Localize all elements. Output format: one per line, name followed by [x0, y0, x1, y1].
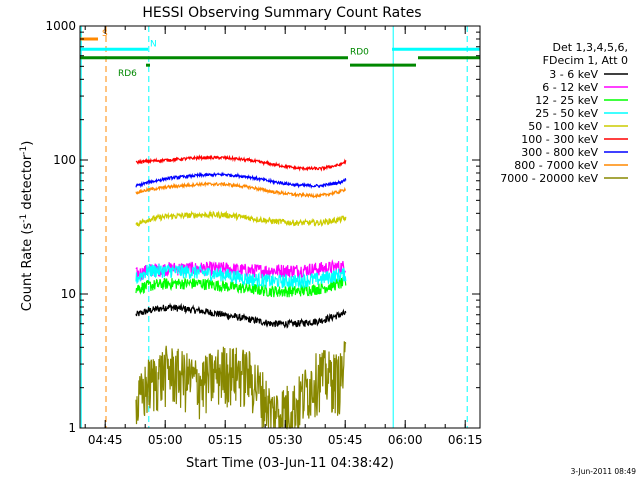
- series-line-8: [135, 341, 347, 430]
- series-line-0: [135, 302, 347, 329]
- footer-timestamp: 3-Jun-2011 08:49: [571, 467, 637, 476]
- x-tick-label-2: 05:15: [208, 433, 243, 447]
- axes: 04:45 05:00 05:15 05:30 05:45 06:00 06:15 1 10 10…: [45, 19, 482, 447]
- legend-label-3: 25 - 50 keV: [535, 107, 598, 120]
- x-tick-label-1: 05:00: [148, 433, 183, 447]
- y-axis-label: Count Rate (s-1 detector-1): [19, 141, 35, 312]
- legend-header-line-1: Det 1,3,4,5,6,: [552, 41, 628, 54]
- legend-label-0: 3 - 6 keV: [549, 68, 598, 81]
- series-layer: [135, 154, 347, 430]
- plot-area: [80, 26, 468, 428]
- y-tick-label-3: 1000: [45, 19, 76, 33]
- flag-label-2: RD0: [350, 48, 369, 58]
- flag-label-1: N: [150, 39, 157, 49]
- plot-frame: [79, 25, 481, 429]
- y-tick-label-1: 10: [61, 287, 76, 301]
- series-line-6: [135, 171, 347, 189]
- y-axis-label-sup1: -1: [19, 214, 29, 223]
- x-tick-label-0: 04:45: [88, 433, 123, 447]
- y-axis-label-end: ): [20, 141, 35, 146]
- y-axis-label-mid: detector: [20, 154, 35, 214]
- y-tick-label-2: 100: [53, 153, 76, 167]
- legend-label-2: 12 - 25 keV: [535, 94, 598, 107]
- series-line-4: [135, 209, 347, 228]
- chart-title: HESSI Observing Summary Count Rates: [142, 5, 421, 21]
- legend-label-7: 800 - 7000 keV: [514, 159, 598, 172]
- x-tick-label-3: 05:30: [268, 433, 303, 447]
- series-line-3: [135, 263, 347, 289]
- y-axis-label-main: Count Rate (s: [20, 223, 35, 312]
- series-line-7: [135, 181, 346, 199]
- legend-label-8: 7000 - 20000 keV: [500, 172, 598, 185]
- x-tick-label-4: 05:45: [328, 433, 363, 447]
- legend-label-4: 50 - 100 keV: [528, 120, 598, 133]
- flag-label-3: RD6: [118, 69, 137, 79]
- series-line-2: [135, 276, 347, 298]
- series-line-5: [135, 154, 347, 172]
- x-tick-label-6: 06:15: [448, 433, 483, 447]
- y-axis-label-sup2: -1: [19, 146, 29, 155]
- legend-label-1: 6 - 12 keV: [542, 81, 598, 94]
- legend-label-5: 100 - 300 keV: [521, 133, 598, 146]
- x-tick-label-5: 06:00: [388, 433, 423, 447]
- legend: Det 1,3,4,5,6, FDecim 1, Att 0 3 - 6 keV…: [500, 41, 628, 185]
- legend-header-line-2: FDecim 1, Att 0: [543, 54, 628, 67]
- legend-label-6: 300 - 800 keV: [521, 146, 598, 159]
- y-tick-label-0: 1: [68, 421, 76, 435]
- x-axis-label: Start Time (03-Jun-11 04:38:42): [186, 456, 394, 471]
- flag-bars: SNRD0RD6: [80, 29, 480, 79]
